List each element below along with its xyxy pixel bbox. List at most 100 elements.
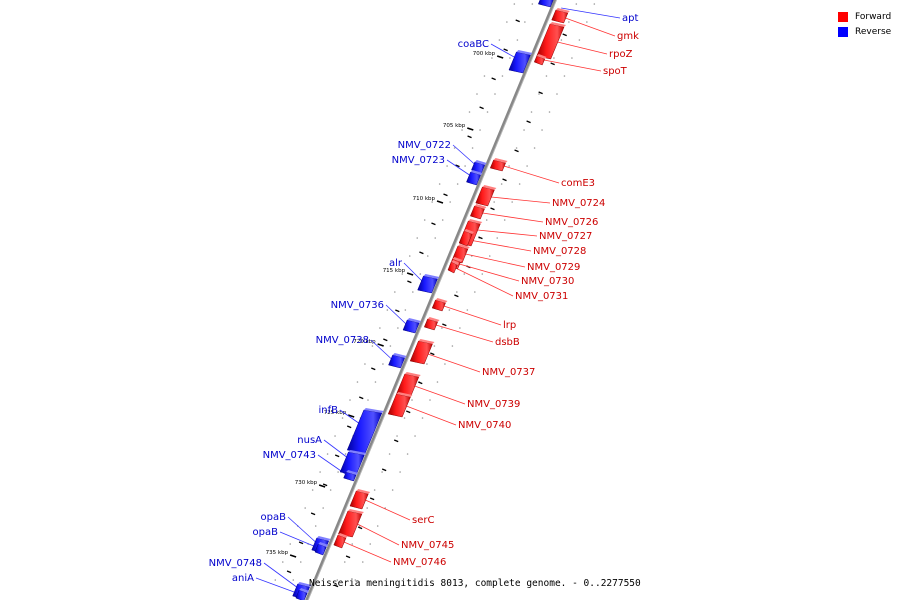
minor-tick (395, 309, 400, 313)
track-dot (431, 201, 433, 203)
gene-label[interactable]: NMV_0736 (331, 300, 384, 311)
track-dot (553, 57, 555, 59)
forward-gene[interactable] (536, 22, 567, 60)
reverse-gene[interactable] (343, 470, 359, 482)
track-dot (326, 453, 329, 455)
forward-gene[interactable] (489, 158, 508, 172)
gene-label[interactable]: NMV_0722 (398, 140, 451, 151)
track-dot (578, 39, 581, 41)
forward-gene[interactable] (447, 260, 460, 274)
leader-line (565, 17, 616, 37)
track-dot (548, 111, 551, 113)
gene-label[interactable]: coaBC (458, 39, 489, 50)
gene-label[interactable]: lrp (503, 320, 516, 331)
reverse-gene[interactable] (314, 542, 329, 556)
forward-gene[interactable] (349, 489, 371, 510)
minor-tick (455, 164, 460, 168)
gene-label[interactable]: NMV_0724 (552, 198, 605, 209)
reverse-gene[interactable] (402, 318, 422, 334)
track-dot (356, 381, 359, 383)
gene-label[interactable]: serC (412, 515, 434, 526)
track-dot (568, 21, 570, 23)
gene-label[interactable]: NMV_0727 (539, 231, 592, 242)
gene-label[interactable]: nusA (297, 435, 322, 446)
track-dot (354, 579, 357, 581)
track-dot (414, 435, 416, 437)
leader-line (427, 353, 481, 373)
gene-label[interactable]: opaB (253, 527, 279, 538)
gene-label[interactable]: NMV_0726 (545, 217, 598, 228)
gene-label[interactable]: NMV_0743 (263, 450, 316, 461)
minor-tick (383, 338, 388, 342)
gene-label[interactable]: NMV_0746 (393, 557, 446, 568)
forward-gene[interactable] (470, 204, 487, 220)
track-dot (334, 435, 336, 437)
forward-gene[interactable] (423, 317, 440, 331)
gene-label[interactable]: comE3 (561, 178, 595, 189)
gene-label[interactable]: alr (389, 258, 403, 269)
forward-gene[interactable] (533, 54, 547, 66)
scale-label: 720 kbp (353, 339, 376, 345)
forward-gene[interactable] (551, 8, 570, 24)
minor-tick (442, 323, 447, 327)
reverse-gene[interactable] (417, 274, 440, 294)
gene-label[interactable]: NMV_0748 (209, 558, 262, 569)
gene-label[interactable]: NMV_0737 (482, 367, 535, 378)
reverse-gene[interactable] (388, 353, 407, 369)
minor-tick (562, 33, 567, 37)
gene-label[interactable]: NMV_0723 (392, 155, 445, 166)
leader-line (503, 165, 560, 184)
track-dot (349, 399, 351, 401)
forward-gene[interactable] (458, 229, 475, 247)
forward-gene[interactable] (431, 298, 448, 312)
minor-tick (419, 251, 424, 255)
gene-label[interactable]: NMV_0738 (316, 335, 369, 346)
minor-tick (515, 19, 520, 23)
minor-tick (538, 91, 543, 95)
gene-labels: gmk rpoZ spoT comE3 NMV_0724 NMV_0726 NMV_0727… (209, 13, 639, 584)
reverse-gene[interactable] (466, 170, 483, 186)
reverse-gene[interactable] (295, 588, 310, 600)
minor-tick (407, 280, 412, 284)
track-dot (456, 291, 458, 293)
gene-label[interactable]: NMV_0740 (458, 420, 511, 431)
forward-gene[interactable] (409, 339, 435, 365)
gene-label[interactable]: NMV_0730 (521, 276, 574, 287)
reverse-gene[interactable] (508, 50, 533, 74)
forward-gene[interactable] (338, 509, 364, 538)
gene-label[interactable]: aniA (232, 573, 254, 584)
legend-reverse-label: Reverse (855, 26, 892, 37)
track-dot (274, 579, 277, 581)
gene-label[interactable]: NMV_0728 (533, 246, 586, 257)
gene-label[interactable]: NMV_0731 (515, 291, 568, 302)
gene-label[interactable]: rpoZ (609, 49, 633, 60)
gene-label[interactable]: NMV_0739 (467, 399, 520, 410)
forward-gene[interactable] (475, 185, 497, 207)
gene-label[interactable]: infB (319, 405, 339, 416)
gene-label[interactable]: dsbB (495, 337, 520, 348)
forward-gene[interactable] (387, 392, 413, 418)
gene-label[interactable]: opaB (261, 512, 287, 523)
legend-reverse: Reverse (838, 24, 891, 39)
forward-gene[interactable] (333, 533, 348, 549)
track-dot (411, 399, 413, 401)
gene-label[interactable]: apt (622, 13, 638, 24)
track-dot (441, 219, 444, 221)
reverse-swatch (838, 26, 848, 37)
backbone-highlight (307, 0, 557, 600)
gene-label[interactable]: NMV_0745 (401, 540, 454, 551)
track-dot (367, 399, 369, 401)
minor-tick (322, 483, 328, 487)
genome-caption: Neisseria meningitidis 8013, complete ge… (309, 578, 641, 589)
track-dot (509, 57, 511, 59)
track-dot (486, 111, 489, 113)
scale-ticks: 700 kbp 705 kbp 710 kbp 715 kbp 720 kbp 725 k… (266, 19, 567, 588)
track-dot (329, 489, 332, 491)
gene-label[interactable]: spoT (603, 66, 628, 77)
reverse-gene[interactable] (537, 0, 555, 8)
track-dot (426, 363, 428, 365)
gene-label[interactable]: gmk (617, 31, 639, 42)
gene-label[interactable]: NMV_0729 (527, 262, 580, 273)
leader-line (446, 159, 472, 177)
track-dot (379, 327, 381, 329)
